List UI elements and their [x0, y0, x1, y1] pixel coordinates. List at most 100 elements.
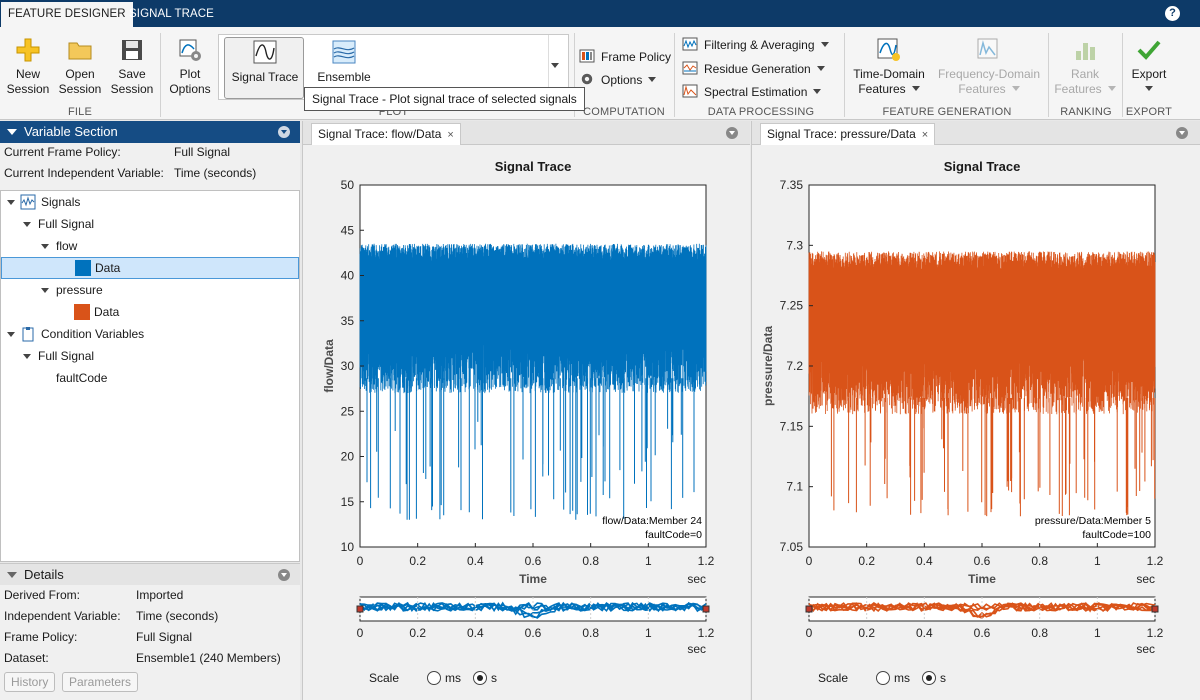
expand-arrow-icon[interactable]	[41, 288, 49, 293]
collapse-arrow-icon[interactable]	[7, 572, 17, 578]
parameters-button[interactable]: Parameters	[62, 672, 139, 692]
tab-signal-trace-pressure[interactable]: Signal Trace: pressure/Data ×	[760, 123, 936, 145]
ensemble-gallery-item[interactable]: Ensemble	[309, 40, 379, 85]
tree-label-cv-full-signal: Full Signal	[38, 349, 95, 363]
plot-document-flow: Signal Trace: flow/Data × Signal Trace 0 0.…	[302, 121, 750, 700]
document-menu-icon[interactable]	[726, 127, 738, 139]
tree-item-full-signal[interactable]: Full Signal	[1, 213, 299, 235]
tab-signal-trace-flow[interactable]: Signal Trace: flow/Data ×	[311, 123, 461, 145]
close-icon[interactable]: ×	[921, 129, 929, 141]
detail-value: Full Signal	[136, 630, 193, 644]
signal-trace-chart-pressure[interactable]: Signal Trace 0 0.2 0.4 0.6 0.8 1 1.2 7.05 7.1 7.15…	[752, 145, 1200, 700]
tree-item-pressure-data[interactable]: Data	[1, 301, 299, 323]
details-header[interactable]: Details	[0, 563, 300, 585]
expand-arrow-icon[interactable]	[7, 332, 15, 337]
expand-arrow-icon[interactable]	[7, 200, 15, 205]
tab-feature-designer[interactable]: FEATURE DESIGNER	[1, 0, 133, 27]
tree-item-fault-code[interactable]: faultCode	[1, 367, 299, 389]
signal-trace-gallery-item[interactable]: Signal Trace	[227, 40, 303, 85]
annotation-member: pressure/Data:Member 5	[1035, 515, 1151, 527]
filtering-averaging-button[interactable]: Filtering & Averaging	[682, 37, 829, 53]
detail-label: Derived From:	[4, 588, 81, 602]
plot-options-label-2: Options	[169, 82, 211, 96]
y-tick-label: 45	[341, 223, 355, 237]
chevron-down-icon	[648, 77, 657, 82]
tree-item-pressure[interactable]: pressure	[1, 279, 299, 301]
top-tab-bar: FEATURE DESIGNER SIGNAL TRACE ?	[0, 0, 1200, 27]
y-tick-label: 10	[341, 540, 355, 554]
save-session-label-2: Session	[110, 82, 154, 96]
time-domain-features-button[interactable]: Time-Domain Features	[848, 37, 930, 97]
scale-radio-s[interactable]	[922, 671, 936, 685]
frame-policy-value: Full Signal	[174, 145, 231, 159]
scale-radio-ms[interactable]	[876, 671, 890, 685]
tab-signal-trace[interactable]: SIGNAL TRACE	[129, 8, 214, 20]
tree-item-signals[interactable]: Signals	[1, 191, 299, 213]
tree-item-flow-data[interactable]: Data	[1, 257, 299, 279]
overview-tick-label: 1.2	[698, 626, 715, 640]
history-button[interactable]: History	[4, 672, 56, 692]
close-icon[interactable]: ×	[447, 129, 454, 141]
y-tick-label: 40	[341, 269, 355, 283]
export-label: Export	[1131, 67, 1167, 81]
spectral-estimation-button[interactable]: Spectral Estimation	[682, 84, 822, 100]
expand-arrow-icon[interactable]	[23, 222, 31, 227]
help-icon[interactable]: ?	[1165, 6, 1180, 21]
residue-icon	[682, 61, 698, 75]
x-tick-label: 0.2	[858, 554, 875, 568]
tree-item-condition-variables[interactable]: Condition Variables	[1, 323, 299, 345]
frame-policy-button[interactable]: Frame Policy	[579, 49, 671, 65]
computation-options-button[interactable]: Options	[579, 72, 657, 88]
gallery-dropdown[interactable]	[548, 35, 568, 99]
overview-unit: sec	[687, 642, 706, 656]
document-tab-bar: Signal Trace: pressure/Data ×	[752, 121, 1200, 145]
filter-icon	[682, 37, 698, 51]
chevron-down-icon	[1011, 86, 1020, 91]
save-session-button[interactable]: Save Session	[110, 37, 154, 97]
expand-arrow-icon[interactable]	[41, 244, 49, 249]
x-axis-label: Time	[968, 572, 996, 586]
plus-icon	[16, 38, 40, 62]
export-button[interactable]: Export	[1126, 37, 1172, 97]
open-session-label-2: Session	[58, 82, 102, 96]
residue-generation-button[interactable]: Residue Generation	[682, 61, 825, 77]
x-tick-label: 1	[645, 554, 652, 568]
chevron-down-icon	[816, 66, 825, 71]
x-tick-label: 0.8	[582, 554, 599, 568]
variable-section-title: Variable Section	[24, 124, 118, 139]
signal-trace-label: Signal Trace	[231, 70, 299, 84]
expand-arrow-icon[interactable]	[23, 354, 31, 359]
overview-tick-label: 1.2	[1147, 626, 1164, 640]
collapse-arrow-icon[interactable]	[7, 129, 17, 135]
plot-document-pressure: Signal Trace: pressure/Data × Signal Trac…	[751, 121, 1200, 700]
export-group-label: EXPORT	[1125, 106, 1173, 118]
y-tick-label: 7.2	[786, 359, 803, 373]
tab-label: Signal Trace: flow/Data	[318, 127, 442, 141]
y-tick-label: 30	[341, 359, 355, 373]
overview-tick-label: 0.6	[974, 626, 991, 640]
plot-options-button[interactable]: Plot Options	[166, 37, 214, 97]
tree-item-cv-full-signal[interactable]: Full Signal	[1, 345, 299, 367]
new-session-button[interactable]: New Session	[6, 37, 50, 97]
open-session-button[interactable]: Open Session	[58, 37, 102, 97]
ribbon-separator	[160, 33, 161, 117]
x-tick-label: 0.4	[467, 554, 484, 568]
rank-features-button[interactable]: Rank Features	[1054, 37, 1116, 97]
document-menu-icon[interactable]	[1176, 127, 1188, 139]
plot-options-label-1: Plot	[179, 67, 201, 81]
tree-item-flow[interactable]: flow	[1, 235, 299, 257]
frequency-domain-features-button[interactable]: Frequency-Domain Features	[934, 37, 1044, 97]
panel-menu-icon[interactable]	[278, 126, 290, 138]
y-tick-label: 7.15	[780, 419, 804, 433]
scale-radio-s[interactable]	[473, 671, 487, 685]
y-tick-label: 7.35	[780, 178, 804, 192]
scale-radio-ms[interactable]	[427, 671, 441, 685]
computation-group-label: COMPUTATION	[583, 106, 665, 118]
computation-options-label: Options	[601, 73, 643, 87]
time-domain-label-1: Time-Domain	[853, 67, 925, 81]
variable-section-header[interactable]: Variable Section	[0, 121, 300, 143]
spectral-estimation-label: Spectral Estimation	[704, 85, 808, 99]
panel-menu-icon[interactable]	[278, 569, 290, 581]
signal-trace-icon	[253, 40, 277, 64]
